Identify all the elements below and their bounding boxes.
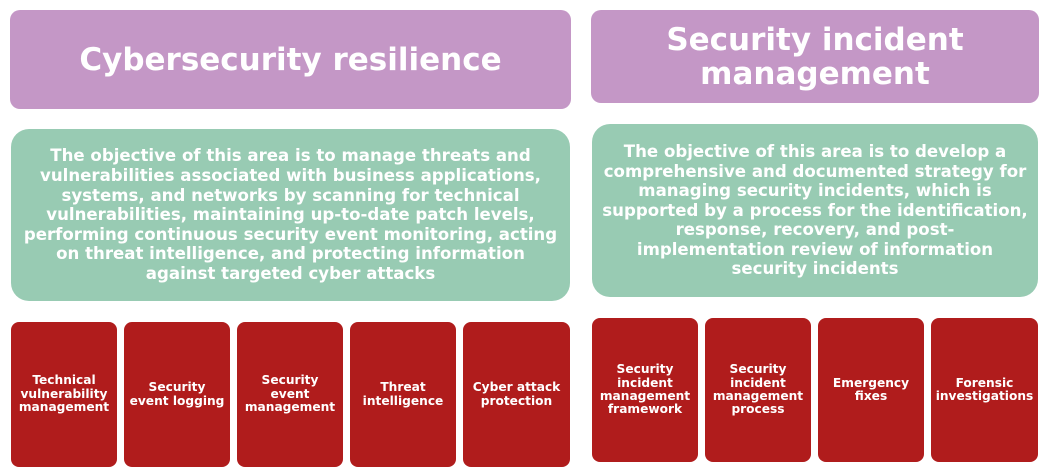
item-label: Forensic investigations xyxy=(935,375,1034,403)
cybersecurity-resilience-title: Cybersecurity resilience xyxy=(10,10,571,109)
cybersecurity-resilience-description-text: The objective of this area is to manage … xyxy=(23,146,558,283)
security-incident-management-title: Security incident management xyxy=(591,10,1039,103)
item-threat-intelligence: Threat intelligence xyxy=(350,322,456,467)
item-security-incident-management-process: Security incident management process xyxy=(705,318,811,462)
security-incident-management-description: The objective of this area is to develop… xyxy=(592,124,1038,297)
item-label: Security event logging xyxy=(129,380,225,408)
item-label: Security event management xyxy=(244,373,336,415)
item-security-event-management: Security event management xyxy=(237,322,343,467)
item-technical-vulnerability-management: Technical vulnerability management xyxy=(11,322,117,467)
item-label: Threat intelligence xyxy=(362,380,444,408)
cybersecurity-resilience-description: The objective of this area is to manage … xyxy=(11,129,570,301)
item-label: Security incident management process xyxy=(712,362,804,417)
item-forensic-investigations: Forensic investigations xyxy=(931,318,1038,462)
item-label: Emergency fixes xyxy=(832,375,910,403)
item-security-incident-management-framework: Security incident management framework xyxy=(592,318,698,462)
item-label: Security incident management framework xyxy=(599,362,691,417)
security-incident-management-description-text: The objective of this area is to develop… xyxy=(602,141,1028,279)
security-incident-management-title-text: Security incident management xyxy=(666,21,964,92)
item-label: Technical vulnerability management xyxy=(18,373,110,415)
item-label: Cyber attack protection xyxy=(472,380,561,408)
item-security-event-logging: Security event logging xyxy=(124,322,230,467)
cybersecurity-resilience-title-text: Cybersecurity resilience xyxy=(79,41,502,78)
item-cyber-attack-protection: Cyber attack protection xyxy=(463,322,570,467)
item-emergency-fixes: Emergency fixes xyxy=(818,318,924,462)
